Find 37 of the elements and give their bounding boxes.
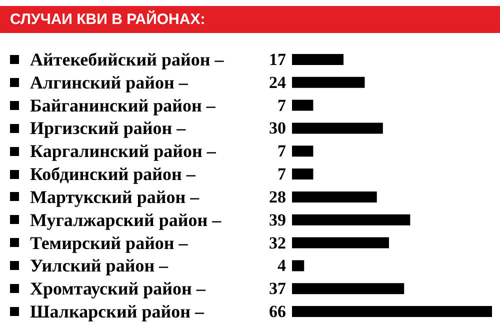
bar (292, 237, 389, 248)
y-tick-label: Алгинский район – (30, 72, 189, 92)
data-label: 39 (269, 210, 286, 230)
data-label: 28 (269, 187, 286, 206)
bar (292, 100, 314, 111)
data-label: 7 (278, 164, 286, 184)
y-tick-label: Иргизский район – (30, 118, 187, 138)
y-tick-label: Темирский район – (30, 232, 189, 253)
y-tick-label: Кобдинский район – (30, 164, 196, 184)
bar (292, 260, 304, 272)
y-tick-label: Байганинский район – (30, 95, 216, 116)
data-label: 37 (269, 279, 286, 298)
bar (292, 54, 344, 65)
y-tick-label: Каргалинский район – (30, 141, 217, 162)
bar (292, 168, 314, 180)
bar (292, 306, 492, 318)
y-tick-label: Мартукский район – (30, 186, 200, 207)
data-label: 24 (269, 72, 286, 92)
y-tick-label: Мугалжарский район – (30, 210, 222, 230)
y-tick-label: Айтекебийский район – (30, 49, 225, 70)
bar (292, 122, 383, 134)
data-label: 66 (269, 302, 286, 322)
data-label: 30 (269, 118, 286, 138)
bar (292, 214, 410, 226)
y-tick-label: Уилский район – (30, 256, 170, 276)
bar (292, 76, 365, 88)
text: СЛУЧАИ КВИ В РАЙОНАХ: (0, 6, 500, 33)
data-label: 7 (278, 142, 286, 161)
y-tick-label: Хромтауский район – (30, 278, 206, 299)
bar (292, 191, 377, 202)
bar (292, 146, 314, 157)
bar (292, 283, 404, 294)
y-tick-label: Шалкарский район – (30, 302, 205, 322)
data-label: 7 (278, 96, 286, 115)
data-label: 4 (278, 256, 286, 276)
data-label: 17 (269, 50, 286, 69)
data-label: 32 (269, 233, 286, 252)
